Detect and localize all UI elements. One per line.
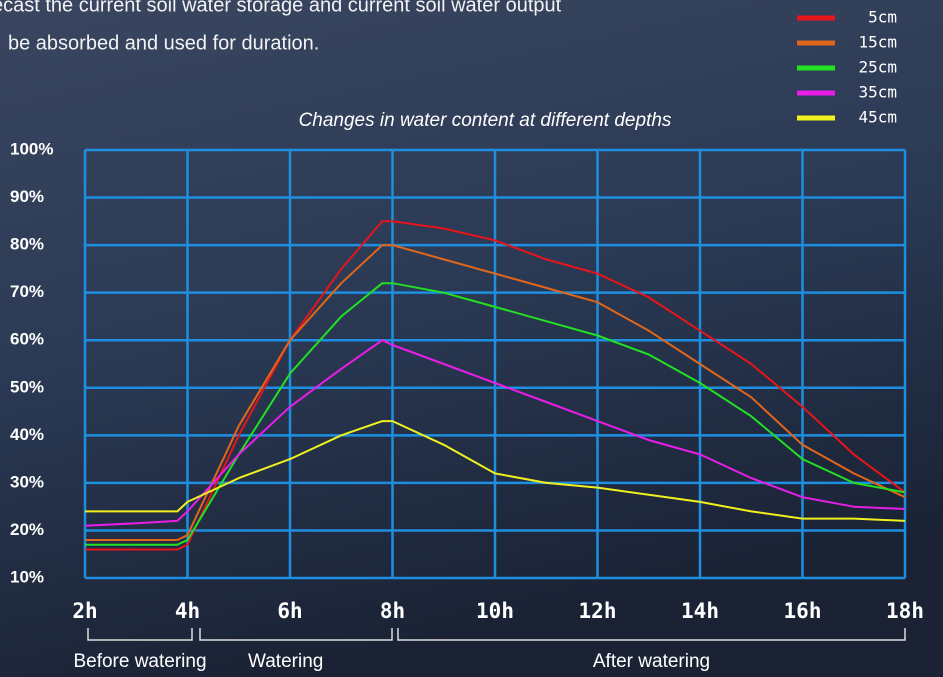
x-tick-label: 8h	[380, 599, 405, 623]
legend-label: 45cm	[858, 108, 897, 127]
chart-title: Changes in water content at different de…	[299, 110, 672, 131]
x-tick-label: 10h	[476, 599, 514, 623]
x-tick-label: 12h	[579, 599, 617, 623]
y-tick-label: 80%	[10, 235, 44, 254]
x-tick-label: 2h	[72, 599, 97, 623]
y-tick-label: 10%	[10, 567, 44, 586]
chart: ecast the current soil water storage and…	[0, 0, 943, 677]
legend-label: 15cm	[858, 33, 897, 52]
phase-label: Before watering	[73, 651, 206, 672]
y-tick-label: 50%	[10, 377, 44, 396]
x-tick-label: 14h	[681, 599, 719, 623]
y-tick-label: 100%	[10, 139, 53, 158]
y-tick-label: 40%	[10, 425, 44, 444]
y-tick-label: 70%	[10, 282, 44, 301]
x-tick-label: 6h	[277, 599, 302, 623]
y-tick-label: 90%	[10, 187, 44, 206]
y-tick-label: 20%	[10, 520, 44, 539]
phase-label: After watering	[593, 651, 710, 672]
phase-label: Watering	[248, 651, 323, 672]
legend-label: 35cm	[858, 83, 897, 102]
x-tick-label: 4h	[175, 599, 200, 623]
x-tick-label: 16h	[784, 599, 822, 623]
x-tick-label: 18h	[886, 599, 924, 623]
header-line: ecast the current soil water storage and…	[0, 0, 562, 16]
header-line: be absorbed and used for duration.	[8, 32, 319, 54]
legend-label: 25cm	[858, 58, 897, 77]
legend-label: 5cm	[868, 8, 897, 27]
y-tick-label: 60%	[10, 330, 44, 349]
y-tick-label: 30%	[10, 472, 44, 491]
